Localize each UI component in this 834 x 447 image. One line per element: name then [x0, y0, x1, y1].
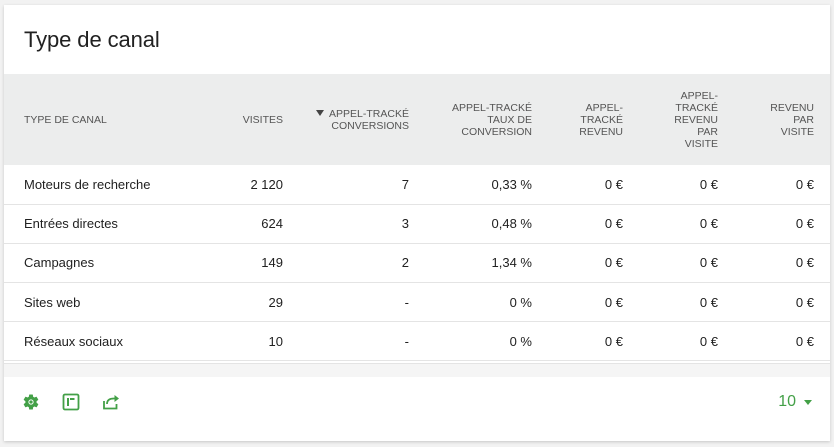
cell-revenue: 0 €: [604, 216, 623, 232]
column-header-revenue-per-visit[interactable]: REVENU PAR VISITE: [734, 74, 830, 165]
column-header-label: REVENU: [770, 101, 814, 114]
cell-channel-label: Entrées directes: [24, 216, 118, 232]
cell-revenue-per-visit-tracked: 0 €: [699, 255, 718, 271]
cell-conversions: 3: [401, 216, 409, 232]
column-header-conversion-rate[interactable]: APPEL-TRACKÉ TAUX DE CONVERSION: [425, 74, 548, 165]
table-header-row: TYPE DE CANAL VISITES APPEL-TRACKÉ CONVE…: [4, 74, 830, 165]
cell-conversion-rate: 0,48 %: [491, 216, 532, 232]
cell-channel-label: Sites web: [24, 294, 81, 310]
cell-revenue: 0 €: [604, 294, 623, 310]
column-header-label: TRACKÉ: [675, 101, 718, 114]
column-header-label: CONVERSIONS: [331, 119, 409, 132]
column-header-label: APPEL-TRACKÉ: [452, 101, 532, 114]
table-row[interactable]: Réseaux sociaux 10 - 0 % 0 € 0 € 0 €: [4, 322, 830, 361]
sort-descending-icon: [316, 109, 325, 116]
cell-revenue: 0 €: [604, 176, 623, 192]
cell-revenue-per-visit: 0 €: [795, 294, 814, 310]
row-limit-selector[interactable]: 10: [778, 393, 812, 411]
cell-conversions: -: [404, 294, 409, 310]
data-table: TYPE DE CANAL VISITES APPEL-TRACKÉ CONVE…: [4, 74, 830, 361]
cell-conversion-rate: 0 %: [509, 333, 532, 349]
column-header-label: CONVERSION: [461, 125, 532, 138]
table-row[interactable]: Moteurs de recherche 2 120 7 0,33 % 0 € …: [4, 165, 830, 205]
table-row[interactable]: Entrées directes 624 3 0,48 % 0 € 0 € 0 …: [4, 204, 830, 244]
cell-revenue-per-visit-tracked: 0 €: [699, 176, 718, 192]
column-header-revenue[interactable]: APPEL- TRACKÉ REVENU: [548, 74, 639, 165]
cell-revenue-per-visit: 0 €: [795, 176, 814, 192]
column-header-label: REVENU: [579, 125, 623, 138]
cell-revenue-per-visit-tracked: 0 €: [699, 216, 718, 232]
cell-visits: 2 120: [250, 176, 283, 192]
column-header-label: APPEL-: [585, 101, 623, 114]
column-header-label: APPEL-: [680, 89, 718, 102]
cell-revenue-per-visit-tracked: 0 €: [699, 333, 718, 349]
column-header-label: TAUX DE: [487, 113, 532, 126]
export-icon[interactable]: [100, 391, 122, 413]
cell-conversion-rate: 1,34 %: [491, 255, 532, 271]
cell-conversions: -: [404, 333, 409, 349]
table-row[interactable]: Sites web 29 - 0 % 0 € 0 € 0 €: [4, 283, 830, 322]
cell-conversions: 2: [401, 255, 409, 271]
chevron-down-icon: [804, 399, 812, 405]
cell-revenue-per-visit-tracked: 0 €: [699, 294, 718, 310]
cell-channel-label: Réseaux sociaux: [24, 333, 123, 349]
column-header-label: PAR: [793, 113, 814, 126]
column-header-label: TYPE DE CANAL: [24, 113, 107, 126]
table-row[interactable]: Campagnes 149 2 1,34 % 0 € 0 € 0 €: [4, 243, 830, 283]
cell-revenue-per-visit: 0 €: [795, 255, 814, 271]
cell-revenue-per-visit: 0 €: [795, 333, 814, 349]
cell-visits: 10: [268, 333, 283, 349]
column-header-label: VISITES: [242, 113, 283, 126]
cell-visits: 149: [261, 255, 283, 271]
cell-channel-label: Campagnes: [24, 255, 95, 271]
cell-conversions: 7: [401, 176, 409, 192]
cell-channel-label: Moteurs de recherche: [24, 176, 151, 192]
column-header-visits[interactable]: VISITES: [192, 74, 299, 165]
column-header-label: PAR: [697, 125, 718, 138]
column-header-channel-type[interactable]: TYPE DE CANAL: [4, 74, 192, 165]
cell-revenue: 0 €: [604, 255, 623, 271]
footer-divider: [4, 363, 830, 377]
column-header-label: APPEL-TRACKÉ: [329, 107, 409, 120]
row-limit-value: 10: [778, 393, 796, 410]
column-header-label: TRACKÉ: [580, 113, 623, 126]
footer-toolbar: [20, 391, 122, 413]
visualization-icon[interactable]: [60, 391, 82, 413]
cell-revenue-per-visit: 0 €: [795, 216, 814, 232]
widget-card: Type de canal TYPE DE CANAL VISITES: [4, 5, 830, 441]
column-header-label: VISITE: [780, 125, 814, 138]
column-header-label: VISITE: [684, 137, 718, 150]
column-header-conversions[interactable]: APPEL-TRACKÉ CONVERSIONS: [299, 74, 425, 165]
column-header-label: REVENU: [674, 113, 718, 126]
cell-revenue: 0 €: [604, 333, 623, 349]
widget-title: Type de canal: [24, 27, 160, 52]
cell-conversion-rate: 0 %: [509, 294, 532, 310]
cell-visits: 29: [268, 294, 283, 310]
data-table-container: TYPE DE CANAL VISITES APPEL-TRACKÉ CONVE…: [4, 74, 830, 361]
cell-visits: 624: [261, 216, 283, 232]
settings-icon[interactable]: [20, 391, 42, 413]
column-header-revenue-per-visit-tracked[interactable]: APPEL- TRACKÉ REVENU PAR VISITE: [639, 74, 734, 165]
cell-conversion-rate: 0,33 %: [491, 176, 532, 192]
